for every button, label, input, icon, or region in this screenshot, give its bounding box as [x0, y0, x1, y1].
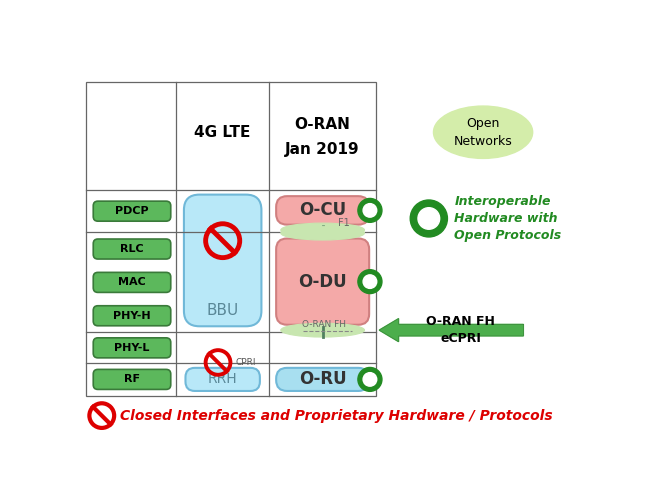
Circle shape — [363, 373, 377, 386]
Ellipse shape — [281, 323, 364, 337]
Text: RLC: RLC — [120, 244, 144, 254]
Text: PHY-L: PHY-L — [114, 343, 150, 353]
FancyBboxPatch shape — [93, 369, 170, 389]
Text: O-RAN FH: O-RAN FH — [302, 320, 347, 329]
FancyBboxPatch shape — [185, 368, 260, 391]
Text: O-RAN: O-RAN — [295, 117, 351, 132]
Text: Open
Networks: Open Networks — [454, 117, 513, 148]
Circle shape — [358, 270, 382, 294]
Text: O-RAN FH
eCPRI: O-RAN FH eCPRI — [426, 315, 495, 345]
Text: Closed Interfaces and Proprietary Hardware / Protocols: Closed Interfaces and Proprietary Hardwa… — [120, 409, 553, 423]
Text: F1: F1 — [338, 218, 350, 228]
Text: PHY-H: PHY-H — [113, 311, 151, 321]
FancyBboxPatch shape — [93, 201, 170, 221]
Text: CPRI: CPRI — [235, 358, 255, 367]
Circle shape — [358, 367, 382, 391]
FancyBboxPatch shape — [276, 239, 369, 325]
Text: PDCP: PDCP — [115, 206, 149, 216]
FancyBboxPatch shape — [93, 338, 170, 358]
Polygon shape — [379, 319, 523, 342]
FancyBboxPatch shape — [93, 306, 170, 326]
Text: 4G LTE: 4G LTE — [195, 125, 251, 140]
Circle shape — [363, 275, 377, 288]
Text: RF: RF — [124, 374, 140, 384]
Text: O-CU: O-CU — [299, 201, 346, 219]
Text: MAC: MAC — [118, 278, 146, 287]
Bar — [86, 82, 376, 396]
Text: Interoperable
Hardware with
Open Protocols: Interoperable Hardware with Open Protoco… — [454, 195, 562, 242]
FancyBboxPatch shape — [93, 239, 170, 259]
Circle shape — [363, 204, 377, 217]
Ellipse shape — [434, 106, 533, 158]
FancyBboxPatch shape — [276, 196, 369, 225]
Circle shape — [418, 208, 439, 229]
FancyBboxPatch shape — [93, 272, 170, 293]
Circle shape — [358, 198, 382, 222]
Text: O-RU: O-RU — [299, 370, 347, 388]
Text: RRH: RRH — [208, 372, 238, 386]
Ellipse shape — [281, 223, 364, 237]
Ellipse shape — [281, 226, 364, 240]
Text: O-DU: O-DU — [298, 273, 347, 291]
Circle shape — [410, 200, 447, 237]
FancyBboxPatch shape — [276, 368, 369, 391]
FancyBboxPatch shape — [184, 194, 261, 326]
Text: Jan 2019: Jan 2019 — [285, 142, 360, 157]
Text: BBU: BBU — [206, 303, 239, 318]
